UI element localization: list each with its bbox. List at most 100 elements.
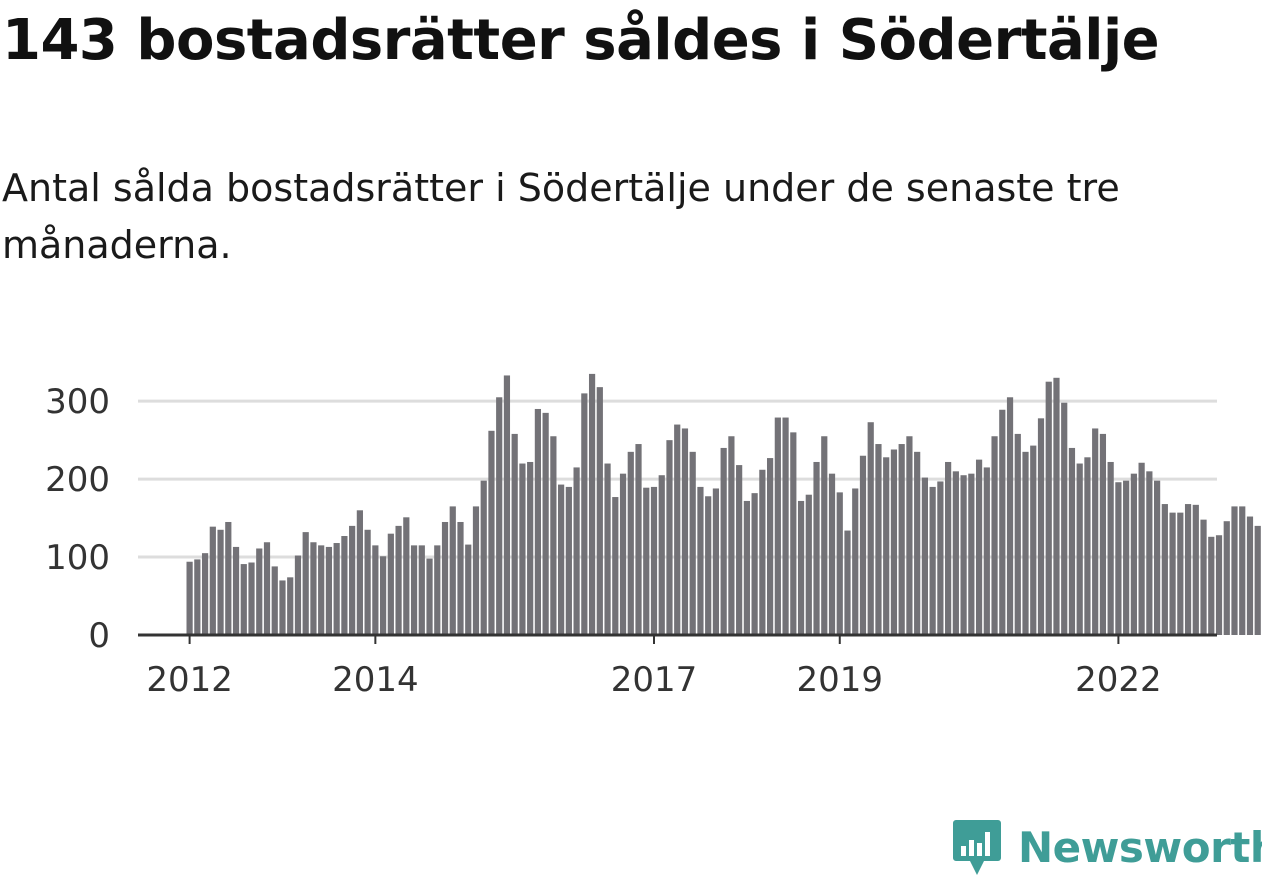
x-tick-label: 2022 xyxy=(1075,660,1162,700)
bar xyxy=(650,486,658,635)
bar xyxy=(519,463,526,635)
bar xyxy=(418,545,425,635)
bar xyxy=(1239,506,1246,635)
bar xyxy=(1068,447,1076,635)
bar xyxy=(759,469,766,635)
bar xyxy=(1177,512,1184,635)
bar xyxy=(921,477,928,635)
bar xyxy=(991,436,998,635)
bar xyxy=(1200,519,1207,635)
bar xyxy=(674,424,681,635)
y-tick-label: 0 xyxy=(88,616,110,656)
bar xyxy=(201,553,209,635)
bar xyxy=(767,458,774,635)
bar xyxy=(1014,433,1021,635)
bar xyxy=(697,486,704,635)
bar xyxy=(1099,433,1107,635)
y-tick-label: 100 xyxy=(45,538,110,578)
bar xyxy=(565,486,572,635)
bar xyxy=(1138,462,1145,635)
bar xyxy=(1107,461,1114,635)
bar xyxy=(1061,402,1068,635)
bar xyxy=(1022,451,1029,635)
bar xyxy=(999,409,1006,635)
bar xyxy=(859,455,867,635)
bar xyxy=(472,506,480,635)
bar xyxy=(333,543,340,635)
bar xyxy=(441,521,449,635)
bar xyxy=(743,500,750,635)
bar xyxy=(751,493,758,635)
bar xyxy=(232,546,240,635)
newsworthy-logo-icon xyxy=(953,820,1001,875)
bar xyxy=(325,546,333,635)
bar xyxy=(666,440,673,635)
bar xyxy=(527,461,534,635)
bar xyxy=(929,486,936,635)
bar xyxy=(728,436,735,635)
bar xyxy=(705,496,712,635)
bar xyxy=(1215,535,1223,635)
chart-title: 143 bostadsrätter såldes i Södertälje xyxy=(2,8,1160,73)
bar xyxy=(217,529,224,635)
brand-name: Newsworthy xyxy=(1018,822,1262,872)
bar xyxy=(271,566,278,635)
bar xyxy=(1053,377,1060,635)
bar xyxy=(395,525,402,635)
bar xyxy=(836,492,843,635)
bar xyxy=(596,387,603,635)
bar xyxy=(1076,463,1083,635)
bar xyxy=(186,561,193,635)
bar xyxy=(1223,521,1230,635)
bar xyxy=(457,521,464,635)
bar xyxy=(797,500,805,635)
bar xyxy=(496,397,503,635)
bar xyxy=(1192,504,1199,635)
x-tick-label: 2012 xyxy=(146,660,233,700)
bar xyxy=(945,461,952,635)
bar xyxy=(736,465,743,635)
bar xyxy=(658,475,665,635)
bar xyxy=(681,428,689,635)
bar xyxy=(542,412,549,635)
bar xyxy=(310,542,317,635)
bar xyxy=(1169,512,1176,635)
bar xyxy=(612,497,619,635)
axis-labels: 0100200300201220142017201920222024143 xyxy=(45,382,1262,700)
bar xyxy=(194,559,201,635)
bar xyxy=(604,463,611,635)
x-tick-label: 2017 xyxy=(611,660,698,700)
bar xyxy=(1045,381,1052,635)
bar xyxy=(875,444,882,635)
bar xyxy=(403,517,410,635)
bar xyxy=(813,461,820,635)
bar xyxy=(356,510,363,635)
bar xyxy=(867,422,874,635)
bar xyxy=(643,487,650,635)
bar xyxy=(287,577,294,635)
bar xyxy=(1092,428,1099,635)
bar xyxy=(1161,504,1168,635)
bar xyxy=(720,447,727,635)
bar xyxy=(906,436,913,635)
bar xyxy=(937,481,944,635)
bar xyxy=(952,471,959,635)
bar xyxy=(248,562,255,635)
bar xyxy=(240,564,247,635)
bar xyxy=(380,556,387,635)
bar-chart: 0100200300201220142017201920222024143 xyxy=(45,373,1262,700)
bar xyxy=(805,494,812,635)
newsworthy-logo[interactable]: Newsworthy xyxy=(952,818,1262,876)
bar xyxy=(294,555,302,635)
bar xyxy=(1123,480,1130,635)
bar xyxy=(821,436,828,635)
bar xyxy=(503,375,511,635)
bar xyxy=(558,484,565,635)
bar xyxy=(426,558,433,635)
bar xyxy=(449,506,456,635)
bar xyxy=(1231,506,1238,635)
bar xyxy=(914,451,921,635)
bar xyxy=(890,449,898,635)
bar xyxy=(1030,445,1037,635)
bar xyxy=(225,521,232,635)
